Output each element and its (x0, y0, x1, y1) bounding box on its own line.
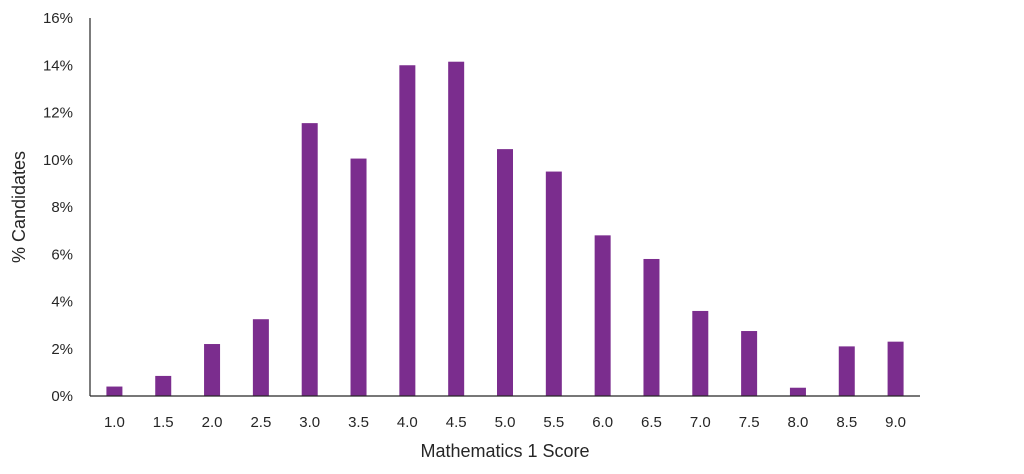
y-tick-labels: 0% 2% 4% 6% 8% 10% 12% 14% 16% (43, 10, 73, 405)
bars-group (106, 61, 904, 397)
bar-5.0 (497, 149, 513, 396)
bar-4.0 (399, 65, 416, 396)
x-tick-label: 2.5 (250, 414, 271, 431)
x-tick-label: 8.0 (788, 414, 809, 431)
x-tick-label: 7.5 (739, 414, 760, 431)
bar-3.0 (301, 123, 318, 396)
x-tick-label: 8.5 (836, 414, 857, 431)
y-tick-label: 10% (43, 152, 73, 169)
y-tick-label: 12% (43, 105, 73, 122)
bar-1.5 (155, 375, 172, 396)
bar-5.5 (545, 171, 562, 396)
x-tick-label: 2.0 (202, 414, 223, 431)
bar-7.5 (741, 331, 758, 396)
x-tick-label: 6.0 (592, 414, 613, 431)
bar-6.5 (643, 258, 660, 396)
x-tick-label: 4.5 (446, 414, 467, 431)
bar-7.0 (692, 310, 709, 396)
x-tick-label: 1.5 (153, 414, 174, 431)
y-tick-label: 6% (51, 246, 73, 263)
bar-6.0 (594, 235, 611, 396)
y-axis-title: % Candidates (9, 151, 29, 263)
x-tick-label: 3.5 (348, 414, 369, 431)
bar-8.0 (789, 387, 806, 396)
x-tick-label: 6.5 (641, 414, 662, 431)
x-tick-labels: 1.0 1.5 2.0 2.5 3.0 3.5 4.0 4.5 5.0 5.5 6.0 6.5 7.0 7… (104, 414, 906, 431)
bar-3.5 (350, 158, 367, 396)
x-tick-label: 7.0 (690, 414, 711, 431)
y-tick-label: 2% (51, 341, 73, 358)
x-tick-label: 1.0 (104, 414, 125, 431)
bar-8.5 (838, 346, 855, 396)
y-tick-label: 8% (51, 199, 73, 216)
x-tick-label: 9.0 (885, 414, 906, 431)
y-tick-label: 16% (43, 10, 73, 27)
y-tick-label: 14% (43, 57, 73, 74)
x-tick-label: 5.0 (495, 414, 516, 431)
bar-2.5 (252, 319, 269, 396)
bar-4.5 (448, 61, 465, 397)
y-tick-label: 4% (51, 294, 73, 311)
bar-1.0 (106, 386, 123, 396)
bar-9.0 (887, 341, 904, 396)
x-axis-title: Mathematics 1 Score (420, 441, 589, 461)
x-tick-label: 5.5 (543, 414, 564, 431)
bar-2.0 (204, 344, 221, 396)
x-tick-label: 3.0 (299, 414, 320, 431)
x-tick-label: 4.0 (397, 414, 418, 431)
y-tick-label: 0% (51, 388, 73, 405)
